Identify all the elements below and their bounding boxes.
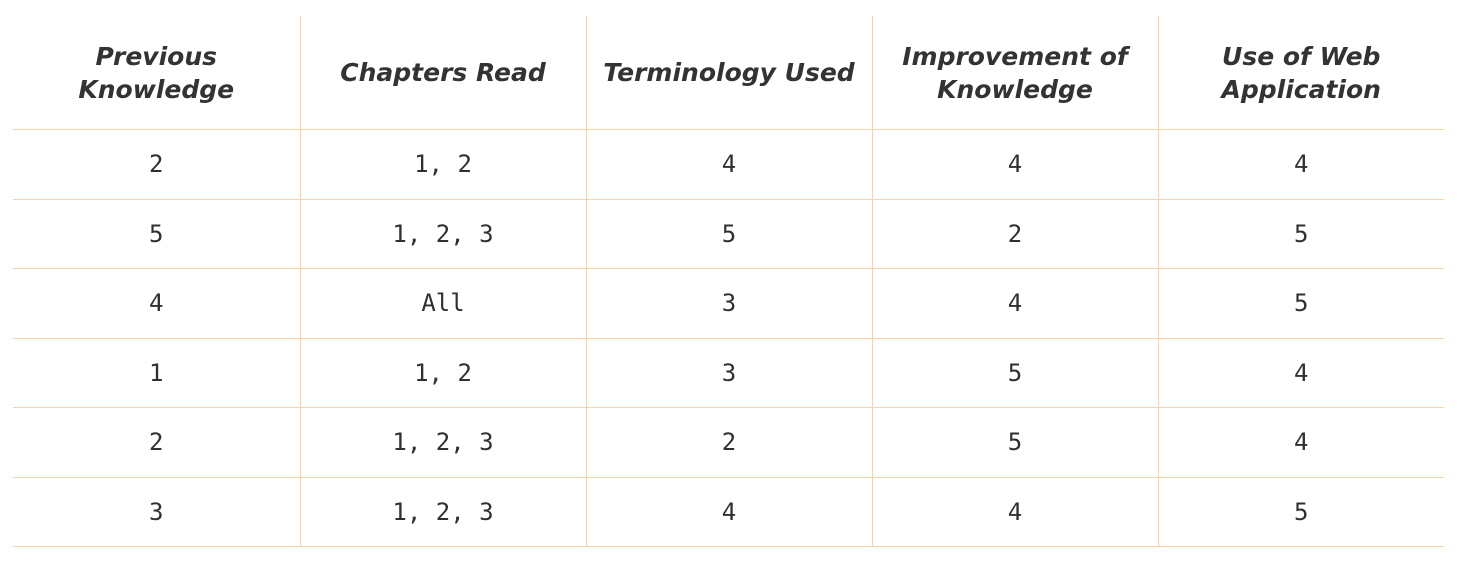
header-terminology-used: Terminology Used xyxy=(586,16,873,130)
cell-previous-knowledge: 1 xyxy=(13,338,301,408)
cell-terminology-used: 4 xyxy=(586,477,873,547)
cell-terminology-used: 5 xyxy=(586,199,873,269)
cell-chapters-read: 1, 2, 3 xyxy=(300,477,587,547)
cell-improvement-of-knowledge: 4 xyxy=(872,477,1159,547)
table-row: 5 1, 2, 3 5 2 5 xyxy=(13,199,1444,269)
cell-terminology-used: 3 xyxy=(586,338,873,408)
header-row: Previous Knowledge Chapters Read Termino… xyxy=(13,16,1444,130)
cell-improvement-of-knowledge: 5 xyxy=(872,407,1159,478)
header-chapters-read: Chapters Read xyxy=(300,16,587,130)
header-use-of-web-application: Use of Web Application xyxy=(1158,16,1444,130)
header-previous-knowledge: Previous Knowledge xyxy=(13,16,301,130)
cell-terminology-used: 3 xyxy=(586,268,873,339)
table-header: Previous Knowledge Chapters Read Termino… xyxy=(13,16,1444,130)
cell-previous-knowledge: 3 xyxy=(13,477,301,547)
survey-results-table-container: Previous Knowledge Chapters Read Termino… xyxy=(13,16,1444,547)
cell-previous-knowledge: 5 xyxy=(13,199,301,269)
cell-improvement-of-knowledge: 2 xyxy=(872,199,1159,269)
cell-use-of-web-application: 5 xyxy=(1158,199,1444,269)
cell-chapters-read: 1, 2 xyxy=(300,338,587,408)
cell-chapters-read: 1, 2, 3 xyxy=(300,407,587,478)
cell-improvement-of-knowledge: 5 xyxy=(872,338,1159,408)
table-row: 2 1, 2, 3 2 5 4 xyxy=(13,407,1444,478)
cell-improvement-of-knowledge: 4 xyxy=(872,268,1159,339)
table-body: 2 1, 2 4 4 4 5 1, 2, 3 5 2 5 4 All 3 4 5 xyxy=(13,129,1444,547)
cell-use-of-web-application: 5 xyxy=(1158,477,1444,547)
table-row: 3 1, 2, 3 4 4 5 xyxy=(13,477,1444,547)
survey-results-table: Previous Knowledge Chapters Read Termino… xyxy=(13,16,1444,547)
cell-use-of-web-application: 4 xyxy=(1158,338,1444,408)
cell-terminology-used: 4 xyxy=(586,129,873,200)
cell-use-of-web-application: 5 xyxy=(1158,268,1444,339)
cell-chapters-read: All xyxy=(300,268,587,339)
cell-terminology-used: 2 xyxy=(586,407,873,478)
header-improvement-of-knowledge: Improvement of Knowledge xyxy=(872,16,1159,130)
cell-previous-knowledge: 2 xyxy=(13,129,301,200)
cell-previous-knowledge: 4 xyxy=(13,268,301,339)
table-row: 2 1, 2 4 4 4 xyxy=(13,129,1444,200)
cell-improvement-of-knowledge: 4 xyxy=(872,129,1159,200)
cell-use-of-web-application: 4 xyxy=(1158,407,1444,478)
cell-previous-knowledge: 2 xyxy=(13,407,301,478)
cell-chapters-read: 1, 2 xyxy=(300,129,587,200)
cell-use-of-web-application: 4 xyxy=(1158,129,1444,200)
table-row: 4 All 3 4 5 xyxy=(13,268,1444,339)
cell-chapters-read: 1, 2, 3 xyxy=(300,199,587,269)
table-row: 1 1, 2 3 5 4 xyxy=(13,338,1444,408)
